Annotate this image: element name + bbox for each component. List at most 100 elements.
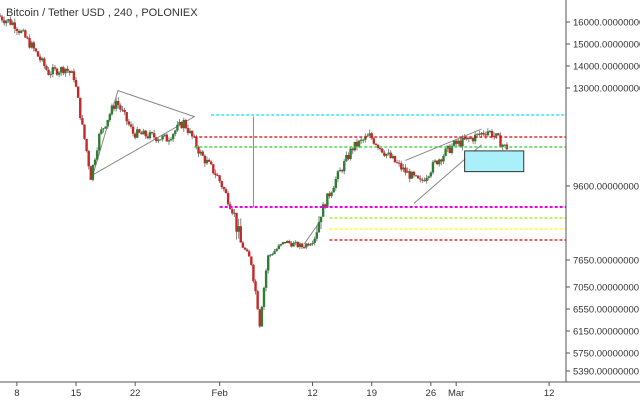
candle-up [391,155,395,159]
candle-up [433,160,437,163]
price-tick-label: 7050.00000000 [573,283,639,294]
time-tick-label: Feb [211,388,227,399]
candle-up [488,130,492,132]
candle-up [174,130,177,134]
candle-up [317,222,321,233]
candle-up [476,133,479,135]
candle-down [197,147,200,154]
time-tick-label: 15 [71,388,82,399]
candle-down [15,28,19,31]
candle-down [45,66,48,70]
candle-up [362,139,365,141]
candle-up [321,204,325,217]
candle-down [288,240,291,243]
candle-down [324,204,327,208]
candle-up [338,170,342,172]
time-tick-label: Mar [448,388,464,399]
candle-down [72,71,76,81]
candle-down [87,151,90,167]
candle-up [349,148,352,159]
trendline [405,128,482,161]
candle-down [74,80,78,87]
candle-down [302,247,306,249]
candle-down [66,68,69,71]
candle-down [490,130,494,137]
candle-down [393,155,397,163]
candle-up [385,153,388,156]
candle-down [209,161,213,165]
candle-down [283,242,287,244]
candle-up [450,145,454,153]
candle-down [463,137,466,140]
candle-up [100,129,103,134]
candle-down [85,138,88,152]
candle-down [231,209,234,214]
candle-up [114,100,118,109]
price-tick-label: 9600.00000000 [573,182,639,193]
candle-down [133,133,137,138]
candle-down [144,130,147,137]
candle-up [161,135,164,140]
candle-up [469,138,473,140]
candle-up [336,171,340,180]
candle-up [446,145,449,149]
target-zone-rectangle [464,150,525,173]
candle-down [372,138,376,144]
time-tick-label: 19 [366,388,377,399]
candle-up [298,243,302,248]
candle-down [471,138,475,142]
candle-down [3,20,6,24]
candle-down [423,180,426,182]
candle-down [484,134,487,136]
candle-down [497,133,500,136]
candle-down [131,126,135,134]
candle-up [345,154,348,162]
candle-up [279,244,283,246]
candle-down [180,122,183,129]
candle-up [364,136,367,140]
candle-down [256,291,259,310]
candle-up [233,212,236,214]
candle-down [34,48,38,52]
interval-label: 240 [113,7,133,19]
candle-down [440,159,443,162]
candle-down [195,136,198,148]
candle-up [410,171,414,179]
candle-down [0,15,2,17]
exchange-label: POLONIEX [141,7,198,19]
time-tick-label: 8 [14,388,19,399]
candle-up [269,254,272,256]
candle-down [43,58,46,67]
candle-down [226,193,230,205]
price-axis-bg [566,0,640,400]
candle-down [138,129,141,133]
symbol-name: Bitcoin / Tether USD [6,7,105,19]
candle-up [41,58,44,61]
candle-up [110,105,114,115]
candle-down [355,141,359,147]
candle-up [273,251,276,255]
candle-down [123,109,126,113]
candle-down [241,242,245,248]
candle-up [465,137,468,140]
candle-up [492,135,496,137]
time-axis: 8 15 22 Feb 12 19 26 Mar 12 [14,382,554,399]
candle-up [387,152,390,154]
candle-down [459,140,462,147]
candle-down [374,143,378,145]
candle-down [38,56,42,61]
candle-up [368,133,371,136]
candle-up [19,30,23,33]
candle-up [176,124,179,131]
candle-down [0,16,4,21]
candle-down [62,67,65,74]
candle-up [406,171,409,173]
candle-down [351,148,354,151]
candle-down [121,109,124,111]
candle-down [499,135,502,147]
candle-up [480,132,483,135]
candle-down [389,152,392,159]
